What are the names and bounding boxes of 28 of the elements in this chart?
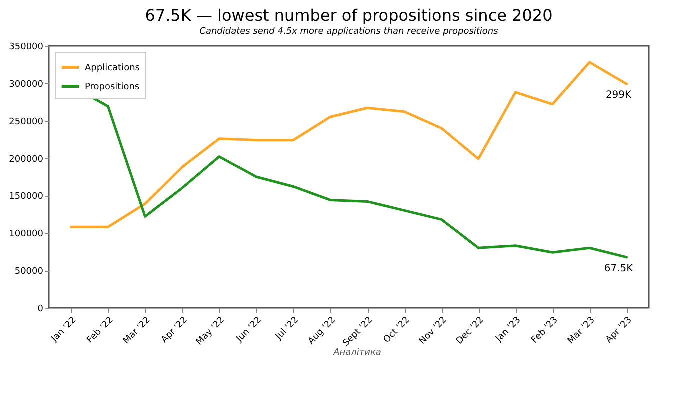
x-tick-label: Jul '22 bbox=[274, 316, 302, 343]
legend-label: Applications bbox=[85, 64, 140, 74]
y-tick-label: 150000 bbox=[9, 192, 44, 202]
y-tick-label: 350000 bbox=[9, 42, 44, 52]
x-tick-label: Jan '22 bbox=[49, 316, 79, 345]
x-tick-label: Apr '22 bbox=[160, 316, 190, 346]
x-tick-label: Jan '23 bbox=[494, 316, 524, 345]
y-tick-label: 200000 bbox=[9, 154, 44, 165]
x-tick-label: Mar '23 bbox=[566, 316, 598, 346]
x-tick-label: Feb '23 bbox=[530, 316, 560, 346]
y-tick-label: 100000 bbox=[9, 230, 44, 240]
x-tick-label: Mar '22 bbox=[122, 316, 153, 346]
text: Аналітика bbox=[332, 348, 382, 358]
y-tick-label: 250000 bbox=[9, 117, 44, 128]
annotation: 67.5K bbox=[604, 263, 634, 274]
x-tick-label: Nov '22 bbox=[418, 316, 450, 347]
chart-title: 67.5K — lowest number of propositions since 2020 bbox=[145, 6, 553, 25]
y-tick-label: 50000 bbox=[14, 267, 44, 278]
x-tick-label: Oct '22 bbox=[382, 316, 412, 346]
x-tick-label: Feb '22 bbox=[86, 316, 116, 346]
annotation: 299K bbox=[606, 90, 632, 102]
x-tick-label: Jun '22 bbox=[234, 316, 264, 346]
x-tick-label: Dec '22 bbox=[454, 316, 486, 347]
x-tick-label: Apr '23 bbox=[604, 316, 634, 346]
legend-label: Propositions bbox=[85, 82, 140, 92]
chart-subtitle: Candidates send 4.5x more applications than receive propositions bbox=[200, 27, 499, 37]
y-tick-label: 300000 bbox=[9, 80, 44, 90]
y-tick-label: 0 bbox=[38, 304, 44, 314]
